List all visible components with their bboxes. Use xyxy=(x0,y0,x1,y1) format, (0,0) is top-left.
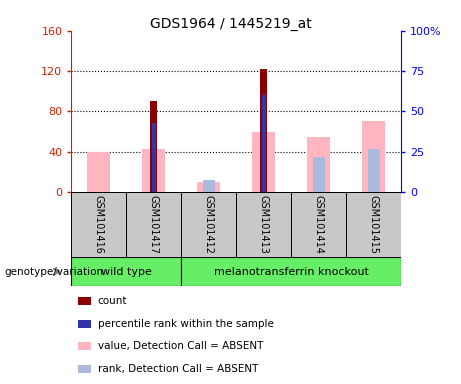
Bar xyxy=(71,257,181,286)
Bar xyxy=(78,343,91,350)
Text: GSM101413: GSM101413 xyxy=(259,195,269,254)
Bar xyxy=(313,157,325,192)
Bar xyxy=(78,365,91,373)
Text: GSM101417: GSM101417 xyxy=(149,195,159,254)
Bar xyxy=(88,152,111,192)
Text: GSM101416: GSM101416 xyxy=(94,195,104,254)
Bar xyxy=(181,257,401,286)
Bar xyxy=(291,192,346,257)
Text: wild type: wild type xyxy=(101,266,152,277)
Bar xyxy=(346,192,401,257)
Bar xyxy=(197,182,220,192)
Text: percentile rank within the sample: percentile rank within the sample xyxy=(98,319,274,329)
Bar xyxy=(236,192,291,257)
Bar xyxy=(260,69,267,192)
Bar xyxy=(203,180,215,192)
Text: GSM101412: GSM101412 xyxy=(204,195,214,254)
Text: GSM101414: GSM101414 xyxy=(313,195,324,254)
Text: value, Detection Call = ABSENT: value, Detection Call = ABSENT xyxy=(98,341,263,351)
Bar xyxy=(152,122,156,192)
Bar xyxy=(71,192,126,257)
Text: GDS1964 / 1445219_at: GDS1964 / 1445219_at xyxy=(150,17,311,31)
Bar xyxy=(126,192,181,257)
Bar xyxy=(261,95,266,192)
Bar xyxy=(367,149,380,192)
Bar xyxy=(150,101,157,192)
Text: rank, Detection Call = ABSENT: rank, Detection Call = ABSENT xyxy=(98,364,258,374)
Text: count: count xyxy=(98,296,127,306)
Text: melanotransferrin knockout: melanotransferrin knockout xyxy=(214,266,369,277)
Bar xyxy=(307,137,330,192)
Bar xyxy=(142,149,165,192)
Bar xyxy=(181,192,236,257)
Bar xyxy=(78,320,91,328)
Bar xyxy=(78,297,91,305)
Bar xyxy=(362,121,385,192)
Bar xyxy=(252,131,275,192)
Text: genotype/variation: genotype/variation xyxy=(5,266,104,277)
Text: GSM101415: GSM101415 xyxy=(369,195,378,254)
